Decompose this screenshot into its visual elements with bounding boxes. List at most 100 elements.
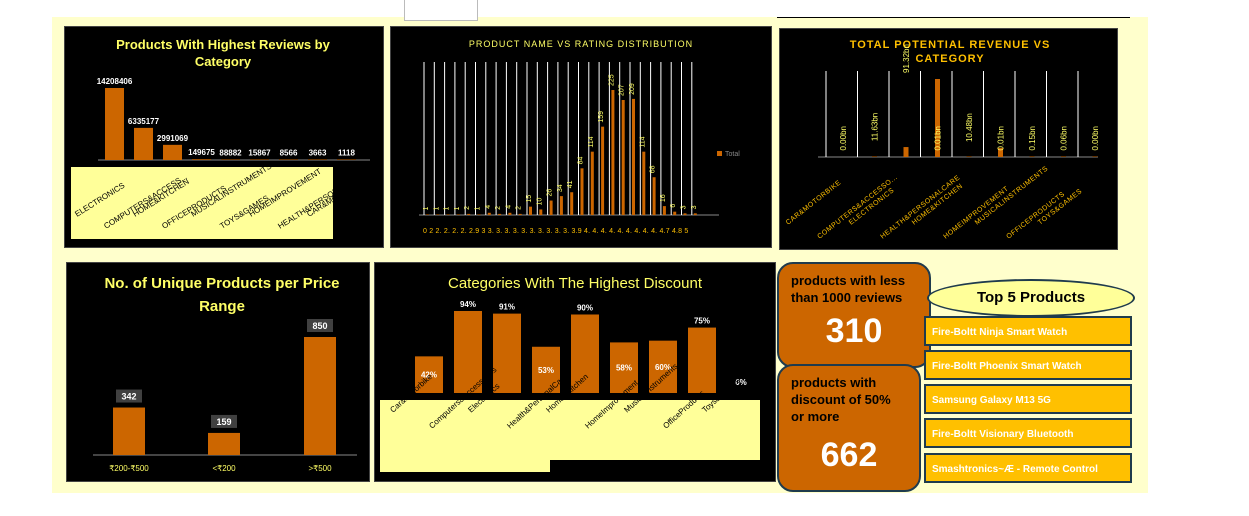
- bar: [163, 144, 182, 160]
- price-range-chart-svg: 342 ₹200-₹500 159 <₹200 850 >₹500: [93, 319, 357, 473]
- data-label: 34: [557, 184, 564, 192]
- data-label: 41: [567, 180, 574, 188]
- bar: [966, 156, 972, 157]
- bar: [1029, 156, 1035, 157]
- bar: [1061, 156, 1066, 157]
- data-label: 2991069: [157, 134, 189, 143]
- bar: [508, 212, 512, 215]
- top-product-button-5[interactable]: Smashtronics~Æ - Remote Control: [924, 453, 1132, 483]
- tick-label: 0 2 2. 2. 2. 2. 2.9 3 3. 3. 3. 3. 3. 3. …: [423, 228, 689, 235]
- data-label: 225: [608, 74, 615, 86]
- bar: [518, 213, 522, 215]
- kpi-value: 662: [820, 436, 878, 474]
- revenue-by-category-chart[interactable]: TOTAL POTENTIAL REVENUE VS CATEGORY 0.00…: [779, 28, 1118, 250]
- data-label: 10: [536, 198, 543, 206]
- bar: [487, 212, 491, 215]
- data-label: 4: [485, 205, 492, 209]
- data-label: 2: [495, 206, 502, 210]
- divider-line: [777, 17, 1130, 18]
- bar: [610, 342, 638, 393]
- bar: [571, 314, 599, 393]
- kpi-label: products with discount of 50% or more: [791, 375, 891, 424]
- price-range-chart[interactable]: No. of Unique Products per Price Range 3…: [66, 262, 370, 482]
- bar: [693, 213, 697, 215]
- top-product-button-4[interactable]: Fire-Boltt Visionary Bluetooth: [924, 418, 1132, 448]
- data-label: 0%: [735, 378, 747, 387]
- bar: [498, 213, 502, 215]
- data-label: 209: [629, 83, 636, 95]
- bar: [304, 337, 336, 455]
- category-label-band: [550, 400, 760, 460]
- discount-by-category-chart[interactable]: Categories With The Highest Discount 42%…: [374, 262, 776, 482]
- bar: [649, 340, 677, 393]
- bar: [652, 177, 656, 215]
- category-label-band: [71, 167, 333, 239]
- bar: [688, 327, 716, 393]
- top-product-button-3[interactable]: Samsung Galaxy M13 5G: [924, 384, 1132, 414]
- bar: [559, 196, 563, 215]
- data-label: 1: [433, 206, 440, 210]
- bar: [467, 213, 471, 215]
- bar: [426, 214, 429, 215]
- data-label: 6335177: [128, 117, 160, 126]
- bar: [1092, 156, 1098, 157]
- bar: [415, 356, 443, 393]
- data-label: 15867: [248, 149, 271, 158]
- chart-title: PRODUCT NAME VS RATING DISTRIBUTION: [468, 39, 694, 49]
- kpi-label: products with less than 1000 reviews: [791, 273, 906, 305]
- bar: [642, 151, 646, 215]
- bar: [279, 159, 298, 160]
- data-label: 1: [444, 206, 451, 210]
- data-label: 207: [619, 84, 626, 96]
- data-label: 42%: [421, 371, 437, 380]
- bar: [580, 168, 584, 215]
- data-label: 3663: [309, 149, 327, 158]
- chart-title: Products With Highest Reviews by Categor…: [116, 37, 330, 69]
- data-label: 1: [454, 206, 461, 210]
- chart-title: TOTAL POTENTIAL REVENUE VS CATEGORY: [849, 39, 1051, 65]
- bar: [436, 214, 440, 215]
- top-product-button-2[interactable]: Fire-Boltt Phoenix Smart Watch: [924, 350, 1132, 380]
- data-label: 0.01bn: [934, 126, 943, 150]
- bar: [477, 214, 481, 215]
- data-label: 1118: [338, 149, 355, 158]
- data-label: 16: [660, 194, 667, 202]
- bar: [532, 346, 560, 393]
- bar: [208, 432, 240, 455]
- data-label: 88882: [219, 149, 242, 158]
- bar: [570, 192, 574, 215]
- kpi-discount-card: products with discount of 50% or more 66…: [777, 364, 921, 492]
- tick-label: OFFICEPRODUCTS: [1005, 191, 1066, 241]
- data-label: 0.06bn: [1060, 126, 1069, 150]
- legend-label: Total: [725, 151, 740, 158]
- bar: [454, 311, 482, 393]
- bar: [601, 126, 605, 215]
- data-label: 1: [423, 206, 430, 210]
- tick-label: <₹200: [212, 464, 236, 473]
- top-product-button-1[interactable]: Fire-Boltt Ninja Smart Watch: [924, 316, 1132, 346]
- tick-label: >₹500: [308, 464, 332, 473]
- bar: [683, 213, 687, 215]
- revenue-chart-svg: 0.00bnCAR&MOTORBIKE11.63bnCOMPUTERS&ACCE…: [785, 44, 1100, 241]
- data-label: 342: [121, 392, 136, 402]
- category-label-band: [380, 400, 550, 472]
- data-label: 0.15bn: [1028, 126, 1037, 150]
- data-label: 11.63bn: [871, 113, 880, 141]
- bar: [998, 148, 1003, 157]
- reviews-by-category-chart[interactable]: Products With Highest Reviews by Categor…: [64, 26, 384, 248]
- toolbar-fragment: [404, 0, 478, 21]
- data-label: 60%: [655, 363, 671, 372]
- bar: [632, 98, 635, 215]
- bar: [590, 151, 594, 215]
- data-label: 26: [547, 189, 554, 197]
- data-label: 15: [526, 195, 533, 203]
- data-label: 850: [312, 321, 327, 331]
- data-label: 91%: [499, 303, 515, 312]
- data-label: 53%: [538, 366, 554, 375]
- data-label: 0.01bn: [997, 126, 1006, 150]
- data-label: 58%: [616, 364, 632, 373]
- reviews-chart-svg: 14208406 6335177 2991069 149675 88882 15867 85…: [71, 77, 370, 239]
- bar: [539, 209, 543, 215]
- data-label: 3: [691, 205, 698, 209]
